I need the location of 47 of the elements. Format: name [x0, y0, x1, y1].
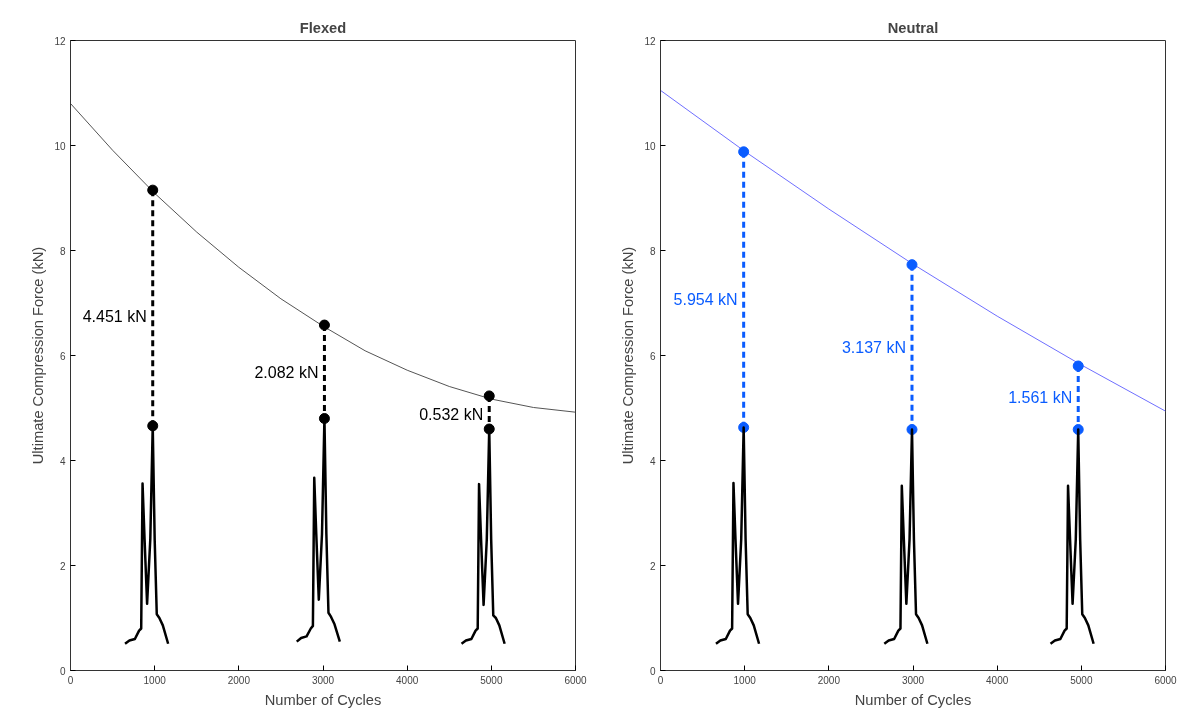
chart-title: Neutral	[887, 19, 939, 36]
x-tick-label: 0	[67, 674, 74, 686]
x-tick-label: 0	[657, 674, 664, 686]
y-tick-label: 2	[59, 560, 66, 572]
x-tick-label: 2000	[227, 674, 251, 686]
annotation: 1.561 kN	[1008, 389, 1073, 406]
point	[738, 146, 750, 158]
x-tick-label: 4000	[986, 674, 1009, 686]
y-axis-title: Ultimate Compression Force (kN)	[30, 246, 47, 465]
line-series	[660, 89, 1166, 412]
annotation: 4.451 kN	[82, 307, 147, 325]
x-tick-label: 3000	[311, 674, 335, 686]
annotation: 0.532 kN	[419, 405, 484, 423]
y-tick-label: 8	[649, 245, 656, 257]
y-tick-label: 6	[59, 350, 66, 362]
y-tick-label: 6	[649, 350, 656, 362]
y-tick-label: 10	[54, 140, 66, 152]
x-tick-label: 4000	[396, 674, 419, 686]
x-tick-label: 1000	[733, 674, 757, 686]
x-tick-label: 6000	[564, 674, 588, 686]
x-tick-label: 2000	[817, 674, 841, 686]
y-tick-label: 8	[59, 245, 66, 257]
x-tick-label: 6000	[1154, 674, 1178, 686]
x-tick-label: 3000	[901, 674, 925, 686]
y-tick-label: 12	[644, 35, 656, 47]
point	[906, 259, 918, 271]
annotation: 3.137 kN	[841, 338, 906, 356]
y-tick-label: 2	[649, 560, 656, 572]
y-axis-title: Ultimate Compression Force (kN)	[620, 246, 637, 465]
x-axis-title: Number of Cycles	[264, 691, 382, 708]
x-tick-label: 5000	[480, 674, 503, 686]
y-tick-label: 0	[59, 665, 66, 677]
x-tick-label: 5000	[1070, 674, 1093, 686]
annotation: 2.082 kN	[254, 363, 319, 381]
x-tick-label: 1000	[143, 674, 167, 686]
point	[318, 319, 330, 331]
y-tick-label: 10	[644, 140, 656, 152]
x-axis-title: Number of Cycles	[854, 691, 972, 708]
point	[483, 390, 495, 402]
y-tick-label: 0	[649, 665, 656, 677]
chart-title: Flexed	[299, 19, 347, 36]
y-tick-label: 4	[649, 455, 656, 467]
annotation: 5.954 kN	[673, 291, 738, 309]
y-tick-label: 4	[59, 455, 66, 467]
point	[1072, 360, 1084, 372]
y-tick-label: 12	[54, 35, 66, 47]
point	[147, 184, 159, 196]
